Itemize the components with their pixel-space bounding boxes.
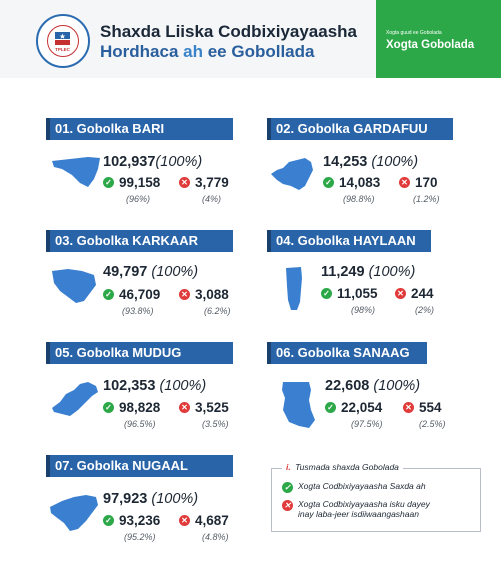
mudug-map-icon [52, 382, 98, 416]
valid-count: ✓ 22,054 [325, 400, 382, 415]
region-total: 11,249 (100%) [321, 264, 416, 280]
region-total: 49,797 (100%) [103, 264, 199, 280]
invalid-count: ✕ 244 [395, 286, 434, 301]
valid-percent: (96.5%) [124, 419, 156, 429]
region-card-nugaal: 07. Gobolka NUGAAL 97,923 (100%) ✓ 93,236… [46, 455, 266, 550]
x-icon: ✕ [179, 177, 190, 188]
region-card-karkaar: 03. Gobolka KARKAAR 49,797 (100%) ✓ 46,70… [46, 230, 266, 325]
x-icon: ✕ [179, 402, 190, 413]
check-icon: ✓ [325, 402, 336, 413]
check-icon: ✓ [321, 288, 332, 299]
valid-count: ✓ 93,236 [103, 513, 160, 528]
region-title: 06. Gobolka SANAAG [267, 342, 427, 364]
region-card-bari: 01. Gobolka BARI 102,937(100%) ✓ 99,158 ✕… [46, 118, 266, 213]
page-title: Shaxda Liiska Codbixiyayaasha [100, 22, 358, 41]
check-icon: ✓ [282, 482, 293, 493]
invalid-percent: (6.2%) [204, 306, 231, 316]
commission-logo: TPLEC [36, 14, 90, 68]
invalid-count: ✕ 554 [403, 400, 442, 415]
region-card-sanaag: 06. Gobolka SANAAG 22,608 (100%) ✓ 22,054… [267, 342, 487, 437]
invalid-count: ✕ 3,088 [179, 287, 229, 302]
valid-percent: (97.5%) [351, 419, 383, 429]
x-icon: ✕ [282, 500, 293, 511]
region-title: 07. Gobolka NUGAAL [46, 455, 233, 477]
check-icon: ✓ [103, 402, 114, 413]
x-icon: ✕ [179, 289, 190, 300]
nugaal-map-icon [50, 495, 98, 531]
region-title: 01. Gobolka BARI [46, 118, 233, 140]
header: TPLEC Shaxda Liiska Codbixiyayaasha Hord… [0, 0, 501, 78]
x-icon: ✕ [403, 402, 414, 413]
valid-percent: (98.8%) [343, 194, 375, 204]
x-icon: ✕ [179, 515, 190, 526]
invalid-percent: (4%) [202, 194, 222, 204]
valid-percent: (93.8%) [122, 306, 154, 316]
check-icon: ✓ [103, 289, 114, 300]
region-title: 05. Gobolka MUDUG [46, 342, 233, 364]
check-icon: ✓ [323, 177, 334, 188]
invalid-count: ✕ 170 [399, 175, 438, 190]
region-card-mudug: 05. Gobolka MUDUG 102,353 (100%) ✓ 98,828… [46, 342, 266, 437]
legend-item-valid: ✓ Xogta Codbixiyayaasha Saxda ah [282, 481, 426, 493]
badge-caption: Xogta guud ee Gobolada [386, 30, 442, 36]
region-title: 04. Gobolka HAYLAAN [267, 230, 431, 252]
valid-percent: (98%) [351, 305, 376, 315]
region-total: 22,608 (100%) [325, 378, 421, 394]
region-total: 102,353 (100%) [103, 378, 207, 394]
valid-percent: (95.2%) [124, 532, 156, 542]
sanaag-map-icon [282, 382, 315, 428]
svg-text:TPLEC: TPLEC [55, 47, 71, 52]
invalid-percent: (3.5%) [202, 419, 229, 429]
valid-count: ✓ 98,828 [103, 400, 160, 415]
invalid-percent: (1.2%) [413, 194, 440, 204]
region-total: 97,923 (100%) [103, 491, 199, 507]
page-subtitle: Hordhaca ah ee Gobollada [100, 42, 315, 61]
section-badge: Xogta guud ee Gobolada Xogta Gobolada [376, 0, 501, 78]
info-icon: i. [286, 462, 291, 472]
region-card-haylaan: 04. Gobolka HAYLAAN 11,249 (100%) ✓ 11,05… [267, 230, 487, 325]
logo-flag-icon: TPLEC [55, 32, 71, 52]
valid-percent: (96%) [126, 194, 151, 204]
invalid-percent: (2.5%) [419, 419, 446, 429]
region-total: 102,937(100%) [103, 154, 203, 170]
badge-title: Xogta Gobolada [386, 39, 475, 51]
check-icon: ✓ [103, 515, 114, 526]
karkaar-map-icon [52, 269, 96, 303]
x-icon: ✕ [399, 177, 410, 188]
x-icon: ✕ [395, 288, 406, 299]
haylaan-map-icon [286, 267, 302, 310]
check-icon: ✓ [103, 177, 114, 188]
valid-count: ✓ 46,709 [103, 287, 160, 302]
invalid-count: ✕ 3,779 [179, 175, 229, 190]
region-card-gardafuu: 02. Gobolka GARDAFUU 14,253 (100%) ✓ 14,0… [267, 118, 487, 213]
bari-map-icon [52, 157, 100, 187]
legend-box: i. Tusmada shaxda Gobolada ✓ Xogta Codbi… [271, 462, 481, 532]
invalid-count: ✕ 4,687 [179, 513, 229, 528]
valid-count: ✓ 11,055 [321, 286, 378, 301]
region-total: 14,253 (100%) [323, 154, 419, 170]
region-title: 03. Gobolka KARKAAR [46, 230, 233, 252]
invalid-percent: (2%) [415, 305, 435, 315]
invalid-count: ✕ 3,525 [179, 400, 229, 415]
logo-emblem: TPLEC [47, 25, 79, 57]
valid-count: ✓ 99,158 [103, 175, 160, 190]
legend-title: i. Tusmada shaxda Gobolada [282, 462, 403, 472]
legend-item-invalid: ✕ Xogta Codbixiyayaasha isku dayey inay l… [282, 499, 430, 519]
invalid-percent: (4.8%) [202, 532, 229, 542]
gardafuu-map-icon [271, 158, 313, 190]
region-title: 02. Gobolka GARDAFUU [267, 118, 453, 140]
valid-count: ✓ 14,083 [323, 175, 380, 190]
